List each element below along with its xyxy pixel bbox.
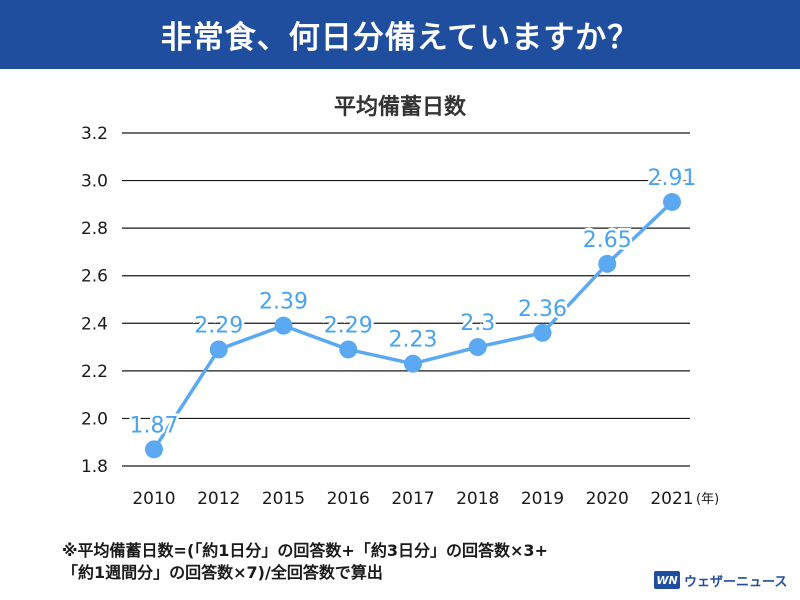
y-tick-label: 2.2 xyxy=(81,362,108,382)
data-point xyxy=(404,354,422,373)
data-label: 2.29 xyxy=(194,313,243,338)
data-point xyxy=(663,192,681,211)
data-label: 2.23 xyxy=(389,328,438,353)
footnote-line-1: ※平均備蓄日数=(「約1日分」の回答数+「約3日分」の回答数×3+ xyxy=(62,541,548,560)
data-label: 2.29 xyxy=(324,313,373,338)
x-tick-label: 2017 xyxy=(391,489,434,509)
data-label: 1.87 xyxy=(130,413,179,438)
y-tick-label: 1.8 xyxy=(81,457,108,477)
x-tick-label: 2021 xyxy=(650,489,693,509)
data-point xyxy=(468,338,487,357)
footnote-line-2: 「約1週間分」の回答数×7)/全回答数で算出 xyxy=(62,563,383,582)
data-point xyxy=(533,323,552,342)
x-tick-label: 2016 xyxy=(327,489,370,509)
y-tick-label: 3.2 xyxy=(81,124,108,144)
x-tick-label: 2020 xyxy=(586,489,629,509)
data-label: 2.65 xyxy=(583,228,632,253)
data-label: 2.91 xyxy=(648,166,697,191)
y-tick-label: 3.0 xyxy=(81,172,108,192)
data-point xyxy=(339,340,358,359)
data-point xyxy=(274,316,293,335)
header-bar: 非常食、何日分備えていますか？ xyxy=(0,0,800,69)
y-tick-label: 2.0 xyxy=(81,409,108,429)
line-chart: 1.8 2.0 2.2 2.4 2.6 2.8 3.0 3.2 2010 2012 2015 2016… xyxy=(81,124,719,509)
data-label: 2.36 xyxy=(518,297,567,322)
data-point xyxy=(145,440,163,459)
x-tick-label: 2019 xyxy=(521,489,564,509)
data-label: 2.3 xyxy=(460,311,495,336)
page-title: 非常食、何日分備えていますか？ xyxy=(160,20,640,56)
logo-text: ウェザーニュース xyxy=(684,574,788,590)
y-tick-label: 2.8 xyxy=(81,219,108,239)
x-tick-label: 2012 xyxy=(197,489,240,509)
x-tick-label: 2015 xyxy=(262,489,305,509)
x-tick-label: 2010 xyxy=(132,489,175,509)
footnote: ※平均備蓄日数=(「約1日分」の回答数+「約3日分」の回答数×3+ 「約1週間分… xyxy=(62,540,702,584)
data-point xyxy=(598,254,617,273)
x-unit-label: (年) xyxy=(696,492,719,507)
chart-title: 平均備蓄日数 xyxy=(333,95,466,120)
y-tick-label: 2.4 xyxy=(81,314,108,334)
data-label: 2.39 xyxy=(259,290,308,315)
y-tick-label: 2.6 xyxy=(81,267,108,287)
logo-mark-icon: WN xyxy=(654,571,680,589)
data-point xyxy=(209,340,228,359)
weathernews-logo: WN ウェザーニュース xyxy=(654,570,787,590)
x-tick-label: 2018 xyxy=(456,489,499,509)
